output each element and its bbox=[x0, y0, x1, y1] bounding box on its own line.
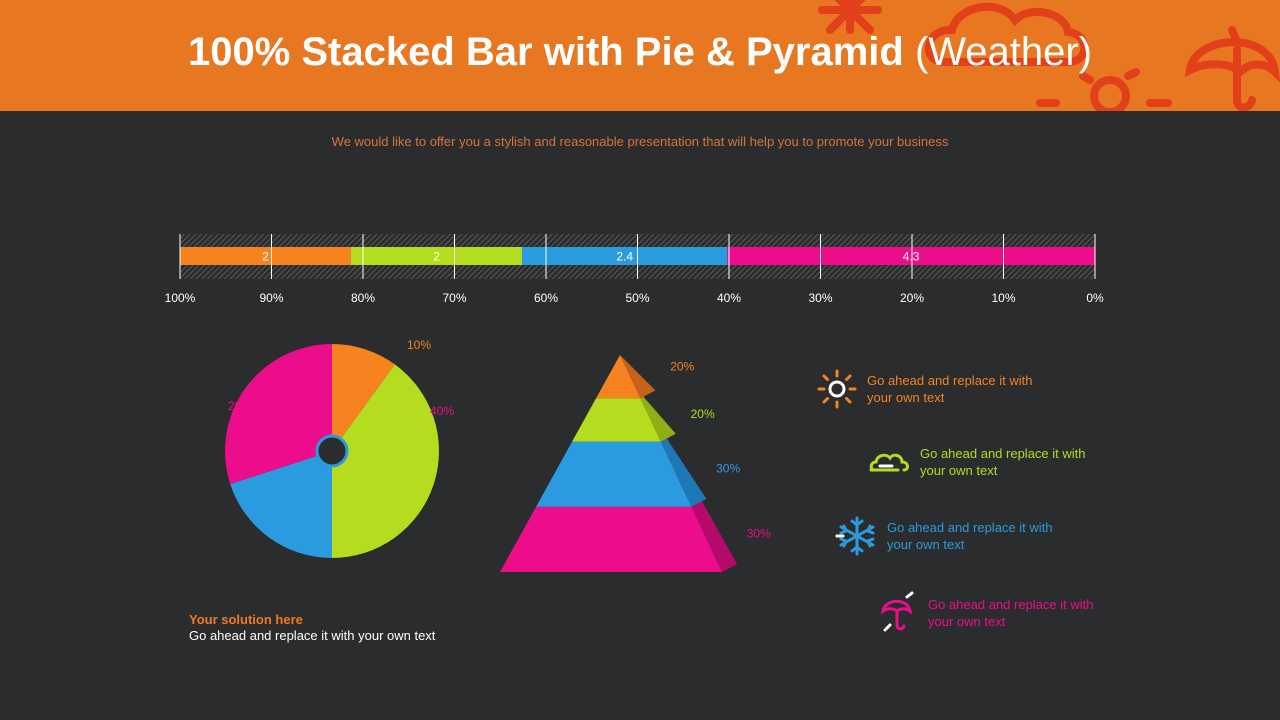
page-title: 100% Stacked Bar with Pie & Pyramid (Wea… bbox=[0, 30, 1280, 75]
bar-tick-label: 90% bbox=[259, 291, 283, 305]
bar-segment bbox=[180, 247, 352, 265]
legend-text-snow: Go ahead and replace it with your own te… bbox=[887, 520, 1053, 552]
bar-tick-label: 0% bbox=[1086, 291, 1104, 305]
snowflake-decoration-icon bbox=[818, 0, 882, 34]
pie-slice bbox=[230, 451, 332, 558]
legend-text-umbrella: Go ahead and replace it with your own te… bbox=[928, 597, 1094, 629]
weather-decoration bbox=[818, 0, 1280, 111]
sun-icon bbox=[817, 369, 857, 409]
pie-data-label: 40% bbox=[430, 404, 454, 418]
legend-item-umbrella: Go ahead and replace it with your own te… bbox=[876, 591, 1108, 635]
legend-text-sun: Go ahead and replace it with your own te… bbox=[867, 373, 1033, 405]
legend-item-sun: Go ahead and replace it with your own te… bbox=[815, 367, 1047, 411]
pyramid-data-label: 20% bbox=[670, 360, 694, 374]
sun-decoration-icon bbox=[1036, 68, 1172, 111]
pyramid-chart: 20% 20% 30% 30% bbox=[500, 355, 771, 572]
pyramid-data-label: 20% bbox=[691, 407, 715, 421]
pyramid-data-label: 30% bbox=[747, 526, 771, 540]
pie-chart: 10%40%20%30% bbox=[225, 338, 454, 558]
pyramid-level-side bbox=[660, 438, 707, 507]
bar-tick-label: 70% bbox=[442, 291, 466, 305]
bar-tick-label: 20% bbox=[900, 291, 924, 305]
pyramid-level bbox=[596, 355, 641, 399]
pyramid-level-side bbox=[691, 501, 737, 572]
stacked-bar-chart: 2 2 2.4 4.3 100% 90% 80% 70% 60% 50% 40% 30% 20% 10% 0… bbox=[165, 234, 1104, 305]
bar-tick-label: 30% bbox=[808, 291, 832, 305]
pie-slice bbox=[332, 364, 439, 558]
pie-slice bbox=[332, 344, 395, 451]
title-suffix: (Weather) bbox=[914, 30, 1093, 74]
pie-data-label: 10% bbox=[407, 338, 431, 352]
bar-segment bbox=[351, 247, 523, 265]
bar-data-label: 4.3 bbox=[903, 250, 920, 264]
bar-tick-label: 10% bbox=[991, 291, 1015, 305]
legend-item-snow: Go ahead and replace it with your own te… bbox=[835, 514, 1067, 558]
pyramid-level-side bbox=[640, 396, 676, 442]
bar-tick-label: 50% bbox=[625, 291, 649, 305]
bar-tick-label: 60% bbox=[534, 291, 558, 305]
snowflake-icon bbox=[835, 516, 875, 556]
bar-data-label: 2 bbox=[262, 250, 269, 264]
pyramid-data-label: 30% bbox=[716, 461, 740, 475]
header-banner: 100% Stacked Bar with Pie & Pyramid (Wea… bbox=[0, 0, 1280, 111]
bar-segment bbox=[522, 247, 728, 265]
bar-tick-label: 100% bbox=[165, 291, 196, 305]
umbrella-decoration-icon bbox=[1184, 26, 1280, 111]
bar-data-label: 2.4 bbox=[616, 250, 633, 264]
bar-data-label: 2 bbox=[433, 250, 440, 264]
pie-center-hole bbox=[315, 434, 349, 468]
pyramid-level bbox=[536, 441, 692, 507]
umbrella-rain-icon bbox=[880, 591, 914, 632]
legend-item-cloud: Go ahead and replace it with your own te… bbox=[868, 440, 1100, 484]
cloud-wind-icon bbox=[869, 453, 909, 472]
pyramid-level-side bbox=[620, 355, 656, 399]
cloud-decoration-icon bbox=[924, 2, 1089, 66]
bar-tick-label: 80% bbox=[351, 291, 375, 305]
pyramid-level bbox=[572, 398, 661, 442]
solution-text: Go ahead and replace it with your own te… bbox=[189, 628, 436, 643]
legend-text-cloud: Go ahead and replace it with your own te… bbox=[920, 446, 1086, 478]
page-subtitle: We would like to offer you a stylish and… bbox=[331, 134, 949, 149]
title-main: 100% Stacked Bar with Pie & Pyramid bbox=[187, 30, 904, 74]
pie-slice bbox=[225, 344, 332, 485]
bar-tick-label: 40% bbox=[717, 291, 741, 305]
pyramid-level bbox=[500, 506, 722, 572]
solution-block: Your solution here Go ahead and replace … bbox=[189, 612, 435, 643]
solution-title: Your solution here bbox=[189, 612, 303, 627]
